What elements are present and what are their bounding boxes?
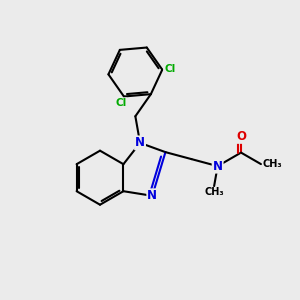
Text: N: N — [147, 189, 157, 202]
Text: O: O — [236, 130, 246, 143]
Text: Cl: Cl — [115, 98, 126, 108]
Text: N: N — [213, 160, 223, 172]
Text: CH₃: CH₃ — [262, 159, 282, 169]
Text: CH₃: CH₃ — [204, 188, 224, 197]
Text: N: N — [135, 136, 145, 149]
Text: Cl: Cl — [164, 64, 175, 74]
